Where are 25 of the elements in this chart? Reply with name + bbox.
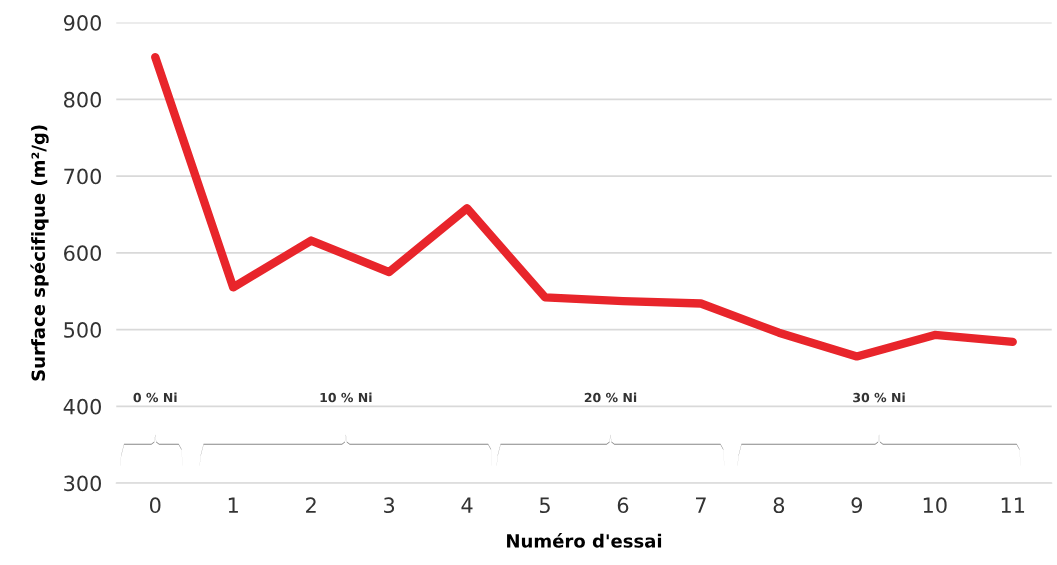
x-tick-label: 6: [617, 497, 629, 514]
annotation: 0 % Ni: [133, 392, 177, 403]
x-tick-label: 0: [149, 497, 161, 514]
y-tick-label: 700: [64, 168, 101, 185]
x-tick-label: 11: [1001, 497, 1025, 513]
y-tick-label: 900: [63, 15, 101, 31]
x-tick-label: 9: [851, 497, 862, 514]
x-tick-label: 1: [228, 497, 238, 513]
y-tick-label: 800: [64, 91, 101, 108]
annotation: 20 % Ni: [584, 392, 637, 403]
x-tick-label: 4: [461, 497, 473, 513]
y-tick-label: 400: [63, 398, 101, 415]
annotation: 30 % Ni: [853, 392, 905, 403]
x-tick-label: 10: [923, 497, 947, 514]
y-axis-title: Surface spécifique (m²/g): [30, 125, 49, 381]
x-tick-label: 5: [540, 497, 550, 514]
x-tick-label: 7: [696, 497, 706, 513]
y-tick-label: 300: [64, 475, 101, 492]
annotation: 10 % Ni: [320, 392, 372, 403]
x-tick-label: 3: [384, 497, 395, 514]
x-tick-label: 8: [773, 497, 785, 514]
y-tick-label: 500: [64, 322, 101, 338]
y-tick-label: 600: [64, 245, 101, 262]
x-axis-title: Numéro d'essai: [507, 533, 662, 548]
x-tick-label: 2: [306, 497, 316, 513]
